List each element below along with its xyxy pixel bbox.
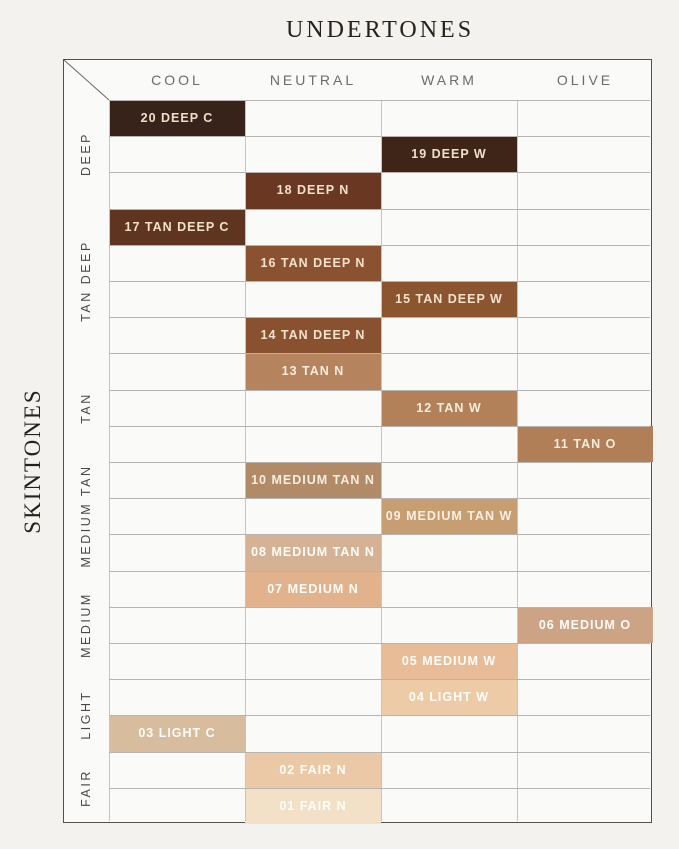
shade-swatch-17-tan-deep-c: 17 TAN DEEP C bbox=[109, 208, 245, 245]
row-group-label-tan: TAN bbox=[79, 391, 93, 424]
shade-swatch-14-tan-deep-n: 14 TAN DEEP N bbox=[245, 317, 381, 354]
chart-title-undertones: UNDERTONES bbox=[285, 17, 475, 43]
row-group-label-medium: MEDIUM bbox=[79, 592, 93, 658]
row-label-column-border bbox=[109, 100, 110, 821]
shade-swatch-18-deep-n: 18 DEEP N bbox=[245, 172, 381, 209]
shade-swatch-02-fair-n: 02 FAIR N bbox=[245, 751, 381, 788]
column-header-warm: WARM bbox=[421, 72, 477, 88]
shade-swatch-09-medium-tan-w: 09 MEDIUM TAN W bbox=[381, 498, 517, 535]
row-separator bbox=[109, 425, 650, 427]
row-group-label-medium-tan: MEDIUM TAN bbox=[79, 464, 93, 568]
row-group-label-fair: FAIR bbox=[79, 768, 93, 807]
column-separator bbox=[517, 100, 518, 821]
shade-grid-inner: COOL NEUTRAL WARM OLIVE DEEP TAN DEEP TAN MEDIU… bbox=[64, 60, 653, 824]
row-separator bbox=[109, 679, 650, 681]
shade-swatch-13-tan-n: 13 TAN N bbox=[245, 353, 381, 390]
row-separator bbox=[109, 570, 650, 572]
shade-swatch-06-medium-o: 06 MEDIUM O bbox=[517, 606, 653, 643]
row-group-label-light: LIGHT bbox=[79, 690, 93, 741]
row-separator bbox=[109, 281, 650, 282]
row-separator bbox=[109, 498, 650, 500]
column-header-neutral: NEUTRAL bbox=[269, 72, 357, 88]
row-separator bbox=[109, 534, 650, 536]
column-header-cool: COOL bbox=[151, 72, 203, 88]
row-separator bbox=[109, 244, 650, 246]
row-separator bbox=[109, 389, 650, 391]
shade-swatch-03-light-c: 03 LIGHT C bbox=[109, 715, 245, 752]
column-separator bbox=[381, 100, 382, 821]
row-separator bbox=[109, 353, 650, 355]
row-separator bbox=[109, 751, 650, 753]
corner-diagonal-line bbox=[64, 60, 110, 101]
column-header-olive: OLIVE bbox=[556, 72, 614, 88]
shade-grid: COOL NEUTRAL WARM OLIVE DEEP TAN DEEP TAN MEDIU… bbox=[63, 59, 653, 824]
row-separator bbox=[109, 317, 650, 319]
row-separator bbox=[109, 208, 650, 210]
shade-swatch-20-deep-c: 20 DEEP C bbox=[109, 100, 245, 137]
y-axis-title-skintones: SKINTONES bbox=[20, 388, 45, 534]
shade-swatch-08-medium-tan-n: 08 MEDIUM TAN N bbox=[245, 534, 381, 571]
shade-swatch-19-deep-w: 19 DEEP W bbox=[381, 136, 517, 173]
shade-swatch-01-fair-n: 01 FAIR N bbox=[245, 787, 381, 824]
shade-swatch-04-light-w: 04 LIGHT W bbox=[381, 679, 517, 716]
shade-swatch-05-medium-w: 05 MEDIUM W bbox=[381, 643, 517, 680]
row-group-label-tan-deep: TAN DEEP bbox=[79, 240, 93, 322]
shade-swatch-10-medium-tan-n: 10 MEDIUM TAN N bbox=[245, 462, 381, 499]
row-separator bbox=[109, 715, 650, 717]
shade-swatch-07-medium-n: 07 MEDIUM N bbox=[245, 570, 381, 607]
shade-swatch-16-tan-deep-n: 16 TAN DEEP N bbox=[245, 244, 381, 281]
row-separator bbox=[109, 136, 650, 138]
shade-swatch-15-tan-deep-w: 15 TAN DEEP W bbox=[381, 281, 517, 318]
row-group-label-deep: DEEP bbox=[79, 132, 93, 177]
row-separator bbox=[109, 643, 650, 644]
row-separator bbox=[109, 172, 650, 174]
shade-swatch-12-tan-w: 12 TAN W bbox=[381, 389, 517, 426]
row-separator bbox=[109, 606, 650, 608]
header-bottom-line bbox=[109, 100, 650, 101]
column-separator bbox=[245, 100, 246, 821]
row-separator bbox=[109, 462, 650, 463]
row-separator bbox=[109, 787, 650, 789]
shade-swatch-11-tan-o: 11 TAN O bbox=[517, 425, 653, 462]
